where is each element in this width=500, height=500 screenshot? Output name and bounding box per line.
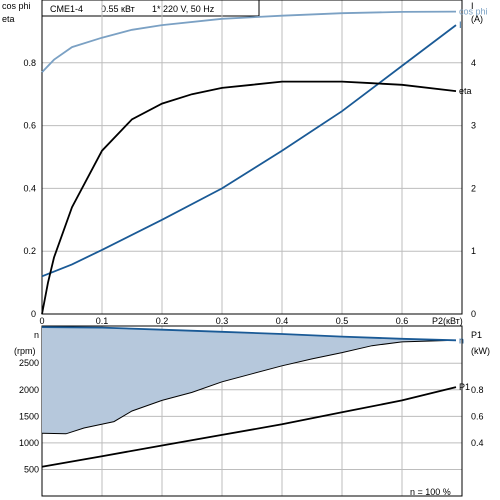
series-p1-line [41, 386, 457, 468]
series-p1-label: P1 [459, 382, 470, 392]
bottom-left-tick-label: 500 [24, 464, 39, 474]
top-left-tick-label: 0.6 [23, 121, 36, 131]
top-x-tick-label: 0.6 [396, 316, 409, 326]
bottom-right-tick-label: 0.8 [471, 385, 484, 395]
top-left-axis-title-2: eta [2, 14, 15, 24]
top-left-axis-title-1: cos phi [2, 1, 31, 11]
top-right-tick-label: 2 [471, 183, 476, 193]
bottom-chart-ticks: 500 1000 1500 2000 2500 0.4 0.6 0.8 [19, 358, 484, 474]
bottom-right-tick-label: 0.6 [471, 411, 484, 421]
bottom-left-tick-label: 2000 [19, 385, 39, 395]
bottom-right-axis-title-2: (kW) [471, 346, 490, 356]
series-i-label: I [459, 20, 462, 30]
bottom-left-tick-label: 2500 [19, 358, 39, 368]
top-plot-frame [41, 0, 463, 315]
top-x-tick-label: 0.4 [276, 316, 289, 326]
header-supply: 1* 220 V, 50 Hz [152, 4, 215, 14]
top-x-tick-label: 0.3 [216, 316, 229, 326]
top-chart-grid [42, 0, 462, 314]
bottom-right-tick-label: 0.4 [471, 438, 484, 448]
series-n-line [41, 326, 457, 342]
top-right-tick-label: 4 [471, 58, 476, 68]
bottom-right-axis-title-1: P1 [471, 330, 482, 340]
top-x-tick-label: 0.5 [336, 316, 349, 326]
top-left-tick-label: 0 [31, 309, 36, 319]
top-x-tick-label: 0.2 [156, 316, 169, 326]
top-x-tick-label: 0.1 [96, 316, 109, 326]
top-x-axis-label: P2(кВт) [432, 316, 463, 326]
top-left-tick-label: 0.4 [23, 183, 36, 193]
bottom-left-axis-title-1: n [34, 330, 39, 340]
top-right-axis-title-2: (A) [471, 14, 483, 24]
speed-lower-envelope-line [41, 339, 457, 435]
top-right-axis-title-1: I [471, 1, 474, 11]
top-x-tick-label: 0 [39, 316, 44, 326]
top-left-tick-label: 0.2 [23, 246, 36, 256]
bottom-chart-series: n P1 [41, 326, 470, 468]
series-i-line [41, 24, 457, 278]
bottom-left-axis-title-2: (rpm) [14, 346, 36, 356]
series-eta-line [41, 80, 457, 315]
bottom-left-tick-label: 1000 [19, 438, 39, 448]
top-right-tick-label: 0 [471, 309, 476, 319]
header-power: 0.55 кВт [101, 4, 135, 14]
series-cos-phi-line [41, 10, 457, 73]
bottom-left-tick-label: 1500 [19, 411, 39, 421]
header-model: CME1-4 [50, 4, 83, 14]
series-n-label: n [459, 335, 464, 345]
speed-percent-label: n = 100 % [410, 487, 451, 497]
top-right-tick-label: 1 [471, 246, 476, 256]
top-chart-ticks: 0 0.1 0.2 0.3 0.4 0.5 0.6 0 0.2 0.4 0.6 0.8 0 1 2 3 4 [23, 58, 476, 326]
top-left-tick-label: 0.8 [23, 58, 36, 68]
speed-range-area [42, 327, 456, 434]
series-eta-label: eta [459, 86, 472, 96]
top-right-tick-label: 3 [471, 121, 476, 131]
series-cos-phi-label: cos phi [459, 7, 488, 17]
